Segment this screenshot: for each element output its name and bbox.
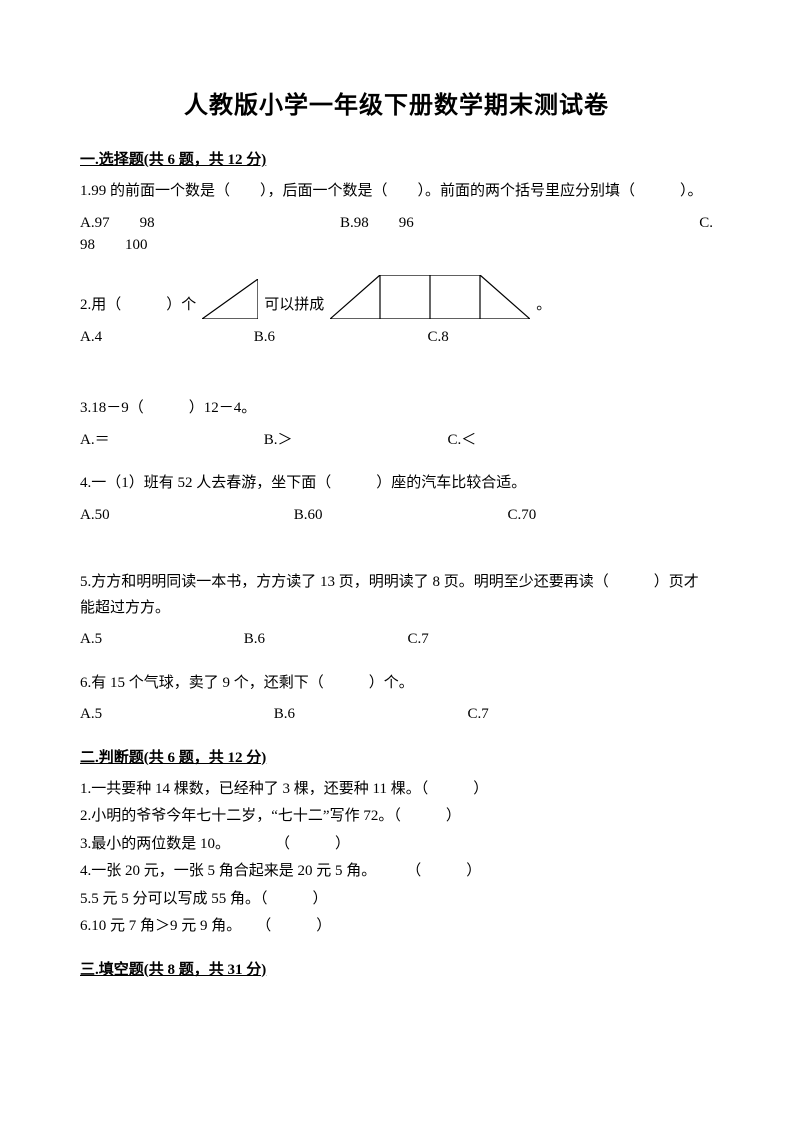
q1-options: A.97 98 B.98 96 C. 98 100 <box>80 211 713 257</box>
q6-opt-c: C.7 <box>468 702 588 728</box>
section-1-header: 一.选择题(共 6 题，共 12 分) <box>80 148 713 169</box>
q1-opt-c-line2: 98 100 <box>80 233 148 259</box>
exam-title: 人教版小学一年级下册数学期末测试卷 <box>80 85 713 120</box>
q3-opt-a: A.＝ <box>80 428 260 454</box>
q5-options: A.5 B.6 C.7 <box>80 627 713 653</box>
section-3-header: 三.填空题(共 8 题，共 31 分) <box>80 958 713 979</box>
exam-page: 人教版小学一年级下册数学期末测试卷 一.选择题(共 6 题，共 12 分) 1.… <box>0 0 793 1122</box>
q2-opt-a: A.4 <box>80 325 250 351</box>
tf-3: 3.最小的两位数是 10。 （ ） <box>80 832 713 858</box>
q3-opt-b: B.＞ <box>264 428 444 454</box>
q4-stem: 4.一（1）班有 52 人去春游，坐下面（ ）座的汽车比较合适。 <box>80 471 713 497</box>
q1-opt-c: C. <box>699 211 713 237</box>
tf-6: 6.10 元 7 角＞9 元 9 角。 （ ） <box>80 914 713 940</box>
q2-text-pre: 2.用（ ）个 <box>80 293 196 319</box>
q6-opt-a: A.5 <box>80 702 270 728</box>
tf-5: 5.5 元 5 分可以写成 55 角。（ ） <box>80 887 713 913</box>
q5-opt-c: C.7 <box>408 627 528 653</box>
q2-opt-c: C.8 <box>428 325 548 351</box>
q6-options: A.5 B.6 C.7 <box>80 702 713 728</box>
q4-opt-c: C.70 <box>508 503 628 529</box>
q3-opt-c: C.＜ <box>448 428 568 454</box>
q2-stem-row: 2.用（ ）个 可以拼成 。 <box>80 275 713 319</box>
tf-1: 1.一共要种 14 棵数，已经种了 3 棵，还要种 11 棵。（ ） <box>80 777 713 803</box>
q6-stem: 6.有 15 个气球，卖了 9 个，还剩下（ ）个。 <box>80 671 713 697</box>
q3-stem: 3.18－9（ ）12－4。 <box>80 396 713 422</box>
q2-options: A.4 B.6 C.8 <box>80 325 713 351</box>
section-2-header: 二.判断题(共 6 题，共 12 分) <box>80 746 713 767</box>
q4-opt-b: B.60 <box>294 503 504 529</box>
q5-opt-b: B.6 <box>244 627 404 653</box>
triangle-icon <box>202 279 258 319</box>
tf-2: 2.小明的爷爷今年七十二岁，“七十二”写作 72。（ ） <box>80 804 713 830</box>
q4-options: A.50 B.60 C.70 <box>80 503 713 529</box>
q2-text-mid: 可以拼成 <box>264 293 324 319</box>
q1-stem: 1.99 的前面一个数是（ ），后面一个数是（ ）。前面的两个括号里应分别填（ … <box>80 179 713 205</box>
tf-4: 4.一张 20 元，一张 5 角合起来是 20 元 5 角。 （ ） <box>80 859 713 885</box>
q6-opt-b: B.6 <box>274 702 464 728</box>
q5-opt-a: A.5 <box>80 627 240 653</box>
q3-options: A.＝ B.＞ C.＜ <box>80 428 713 454</box>
q2-opt-b: B.6 <box>254 325 424 351</box>
q4-opt-a: A.50 <box>80 503 290 529</box>
q1-opt-b: B.98 96 <box>340 211 414 237</box>
trapezoid-icon <box>330 275 530 319</box>
q5-stem: 5.方方和明明同读一本书，方方读了 13 页，明明读了 8 页。明明至少还要再读… <box>80 570 713 621</box>
q2-text-post: 。 <box>536 293 551 319</box>
